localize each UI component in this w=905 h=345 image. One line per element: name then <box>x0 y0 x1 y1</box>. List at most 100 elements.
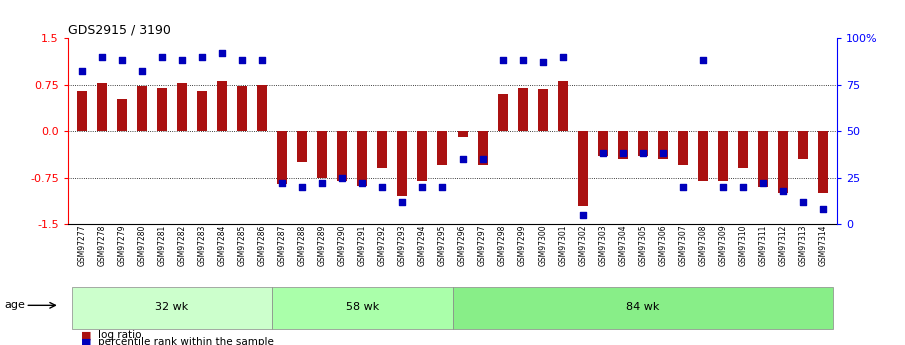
Bar <box>698 131 708 181</box>
Bar <box>458 131 468 137</box>
Text: GSM97280: GSM97280 <box>138 224 147 266</box>
Bar <box>137 86 147 131</box>
Bar <box>217 81 227 131</box>
Text: 32 wk: 32 wk <box>156 302 188 312</box>
Text: GSM97297: GSM97297 <box>478 224 487 266</box>
Bar <box>277 131 287 184</box>
Bar <box>638 131 648 156</box>
Point <box>335 175 349 180</box>
Point <box>615 151 630 156</box>
Point <box>816 207 831 212</box>
Point <box>295 184 310 190</box>
Text: GDS2915 / 3190: GDS2915 / 3190 <box>68 24 171 37</box>
Text: GSM97306: GSM97306 <box>658 224 667 266</box>
Text: GSM97287: GSM97287 <box>278 224 287 266</box>
Text: GSM97290: GSM97290 <box>338 224 347 266</box>
Text: GSM97299: GSM97299 <box>519 224 527 266</box>
Text: GSM97304: GSM97304 <box>618 224 627 266</box>
Bar <box>597 131 608 156</box>
Text: GSM97300: GSM97300 <box>538 224 548 266</box>
Bar <box>397 131 407 196</box>
Text: 84 wk: 84 wk <box>626 302 660 312</box>
Text: GSM97279: GSM97279 <box>118 224 127 266</box>
Text: GSM97277: GSM97277 <box>78 224 86 266</box>
Text: GSM97295: GSM97295 <box>438 224 447 266</box>
Point <box>776 188 790 194</box>
Text: GSM97285: GSM97285 <box>238 224 247 266</box>
Point <box>214 50 229 56</box>
Text: GSM97286: GSM97286 <box>258 224 267 266</box>
Text: GSM97282: GSM97282 <box>177 224 186 266</box>
Point <box>435 184 450 190</box>
Point <box>455 156 470 162</box>
Point <box>95 54 110 59</box>
Point <box>315 180 329 186</box>
Text: GSM97312: GSM97312 <box>778 224 787 266</box>
Bar <box>157 88 167 131</box>
Text: GSM97311: GSM97311 <box>758 224 767 266</box>
Text: GSM97310: GSM97310 <box>738 224 748 266</box>
Point <box>536 59 550 65</box>
Text: ■: ■ <box>81 331 92 340</box>
Point <box>355 180 369 186</box>
Bar <box>618 131 628 159</box>
Point <box>716 184 730 190</box>
Bar <box>478 131 488 165</box>
Point <box>515 58 529 63</box>
Text: GSM97284: GSM97284 <box>217 224 226 266</box>
Point <box>275 180 290 186</box>
Bar <box>77 91 87 131</box>
Point <box>635 151 650 156</box>
Text: GSM97307: GSM97307 <box>679 224 688 266</box>
Text: ■: ■ <box>81 337 92 345</box>
Bar <box>658 131 668 159</box>
Bar <box>257 85 267 131</box>
Point <box>255 58 270 63</box>
Point <box>795 199 810 205</box>
Bar <box>518 88 528 131</box>
Text: GSM97309: GSM97309 <box>719 224 728 266</box>
Point <box>676 184 691 190</box>
Bar <box>738 131 748 168</box>
Point <box>696 58 710 63</box>
Point <box>495 58 510 63</box>
Point <box>376 184 390 190</box>
Point <box>556 54 570 59</box>
Bar <box>377 131 387 168</box>
Point <box>195 54 209 59</box>
Bar <box>718 131 728 181</box>
Text: GSM97289: GSM97289 <box>318 224 327 266</box>
Text: GSM97281: GSM97281 <box>157 224 167 266</box>
Bar <box>818 131 828 193</box>
Bar <box>297 131 308 162</box>
Bar <box>538 89 548 131</box>
Bar <box>498 94 508 131</box>
Point <box>475 156 490 162</box>
Text: GSM97314: GSM97314 <box>819 224 827 266</box>
Bar <box>237 86 247 131</box>
Point <box>155 54 169 59</box>
Text: GSM97278: GSM97278 <box>98 224 107 266</box>
Text: GSM97308: GSM97308 <box>699 224 708 266</box>
Bar <box>357 131 367 186</box>
Text: GSM97292: GSM97292 <box>378 224 386 266</box>
Bar <box>678 131 688 165</box>
Bar <box>318 131 328 178</box>
Point <box>576 212 590 218</box>
Point <box>756 180 770 186</box>
Text: GSM97302: GSM97302 <box>578 224 587 266</box>
Bar <box>437 131 447 165</box>
Text: GSM97301: GSM97301 <box>558 224 567 266</box>
Bar <box>338 131 348 181</box>
Bar <box>452 287 834 329</box>
Point <box>135 69 149 74</box>
Bar <box>417 131 427 181</box>
Point <box>175 58 189 63</box>
Text: GSM97296: GSM97296 <box>458 224 467 266</box>
Bar <box>197 91 207 131</box>
Point <box>235 58 250 63</box>
Text: GSM97294: GSM97294 <box>418 224 427 266</box>
Text: GSM97313: GSM97313 <box>798 224 807 266</box>
Bar <box>71 287 272 329</box>
Text: GSM97303: GSM97303 <box>598 224 607 266</box>
